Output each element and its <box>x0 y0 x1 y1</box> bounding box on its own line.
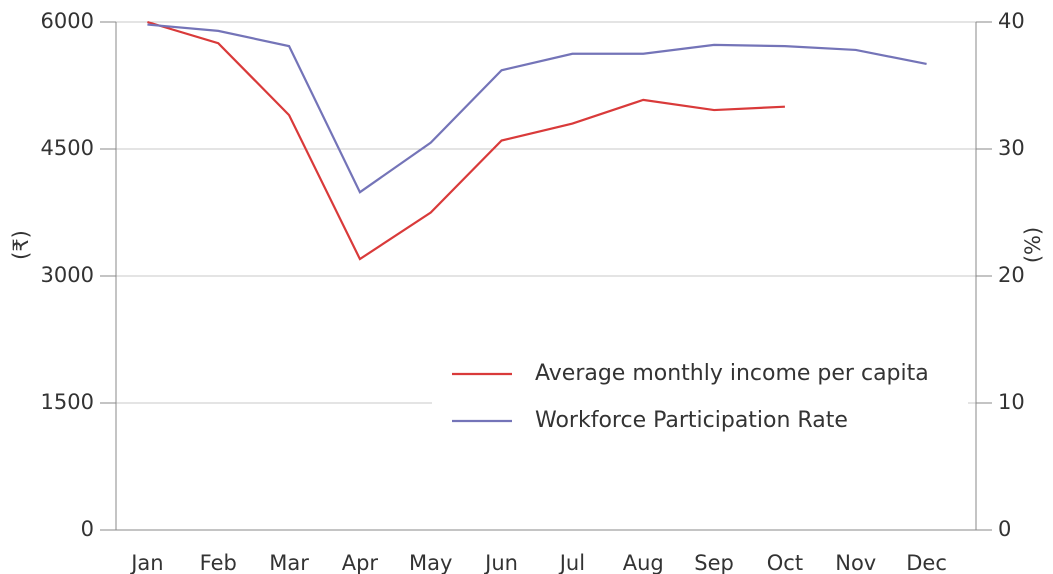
legend-label: Workforce Participation Rate <box>535 408 848 433</box>
data-line <box>147 20 785 261</box>
y2-tick-label: 40 <box>998 9 1025 33</box>
y-tick-label: 0 <box>81 517 94 541</box>
x-tick-label: Mar <box>269 551 309 574</box>
y-tick-label: 4500 <box>41 136 94 160</box>
legend-label: Average monthly income per capita <box>535 361 929 386</box>
x-tick-label: Aug <box>623 551 664 574</box>
y2-axis-label: (%) <box>1021 227 1045 263</box>
x-tick-label: Jan <box>129 551 163 574</box>
legend-box <box>432 346 968 446</box>
x-tick-label: Jun <box>483 551 518 574</box>
y-tick-label: 6000 <box>41 9 94 33</box>
y-axis-label: (₹) <box>9 230 33 260</box>
x-tick-label: Apr <box>342 551 379 574</box>
x-tick-label: Dec <box>906 551 947 574</box>
y-tick-label: 3000 <box>41 263 94 287</box>
y2-tick-label: 10 <box>998 390 1025 414</box>
y2-tick-label: 30 <box>998 136 1025 160</box>
y-tick-label: 1500 <box>41 390 94 414</box>
x-tick-label: Oct <box>767 551 803 574</box>
x-tick-label: Jul <box>558 551 585 574</box>
y2-tick-label: 20 <box>998 263 1025 287</box>
y2-tick-label: 0 <box>998 517 1011 541</box>
x-tick-label: Feb <box>200 551 237 574</box>
x-tick-label: Nov <box>835 551 876 574</box>
data-line <box>147 23 927 194</box>
x-tick-label: May <box>409 551 452 574</box>
x-tick-label: Sep <box>694 551 734 574</box>
